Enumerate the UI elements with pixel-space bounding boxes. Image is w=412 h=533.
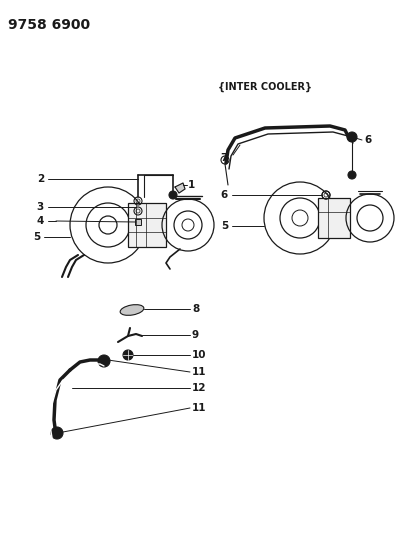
Text: 10: 10 [192, 350, 206, 360]
Circle shape [169, 191, 177, 199]
Text: 9758 6900: 9758 6900 [8, 18, 90, 32]
Text: {INTER COOLER}: {INTER COOLER} [218, 82, 312, 92]
Circle shape [347, 132, 357, 142]
Text: 7: 7 [220, 153, 228, 163]
Text: 11: 11 [192, 403, 206, 413]
Polygon shape [175, 183, 185, 193]
Text: 5: 5 [33, 232, 40, 242]
Text: 5: 5 [221, 221, 228, 231]
Text: 1: 1 [188, 180, 195, 190]
Circle shape [348, 171, 356, 179]
Text: 12: 12 [192, 383, 206, 393]
Text: 6: 6 [364, 135, 371, 145]
Text: 9: 9 [192, 330, 199, 340]
Text: 11: 11 [192, 367, 206, 377]
Bar [135, 219, 141, 225]
Circle shape [98, 355, 110, 367]
Bar [128, 203, 166, 247]
Ellipse shape [120, 305, 144, 316]
Text: 2: 2 [37, 174, 44, 184]
Text: 3: 3 [37, 202, 44, 212]
Text: 8: 8 [192, 304, 199, 314]
Text: 4: 4 [37, 216, 44, 226]
Circle shape [123, 350, 133, 360]
Bar [318, 198, 350, 238]
Text: 6: 6 [221, 190, 228, 200]
Circle shape [51, 427, 63, 439]
